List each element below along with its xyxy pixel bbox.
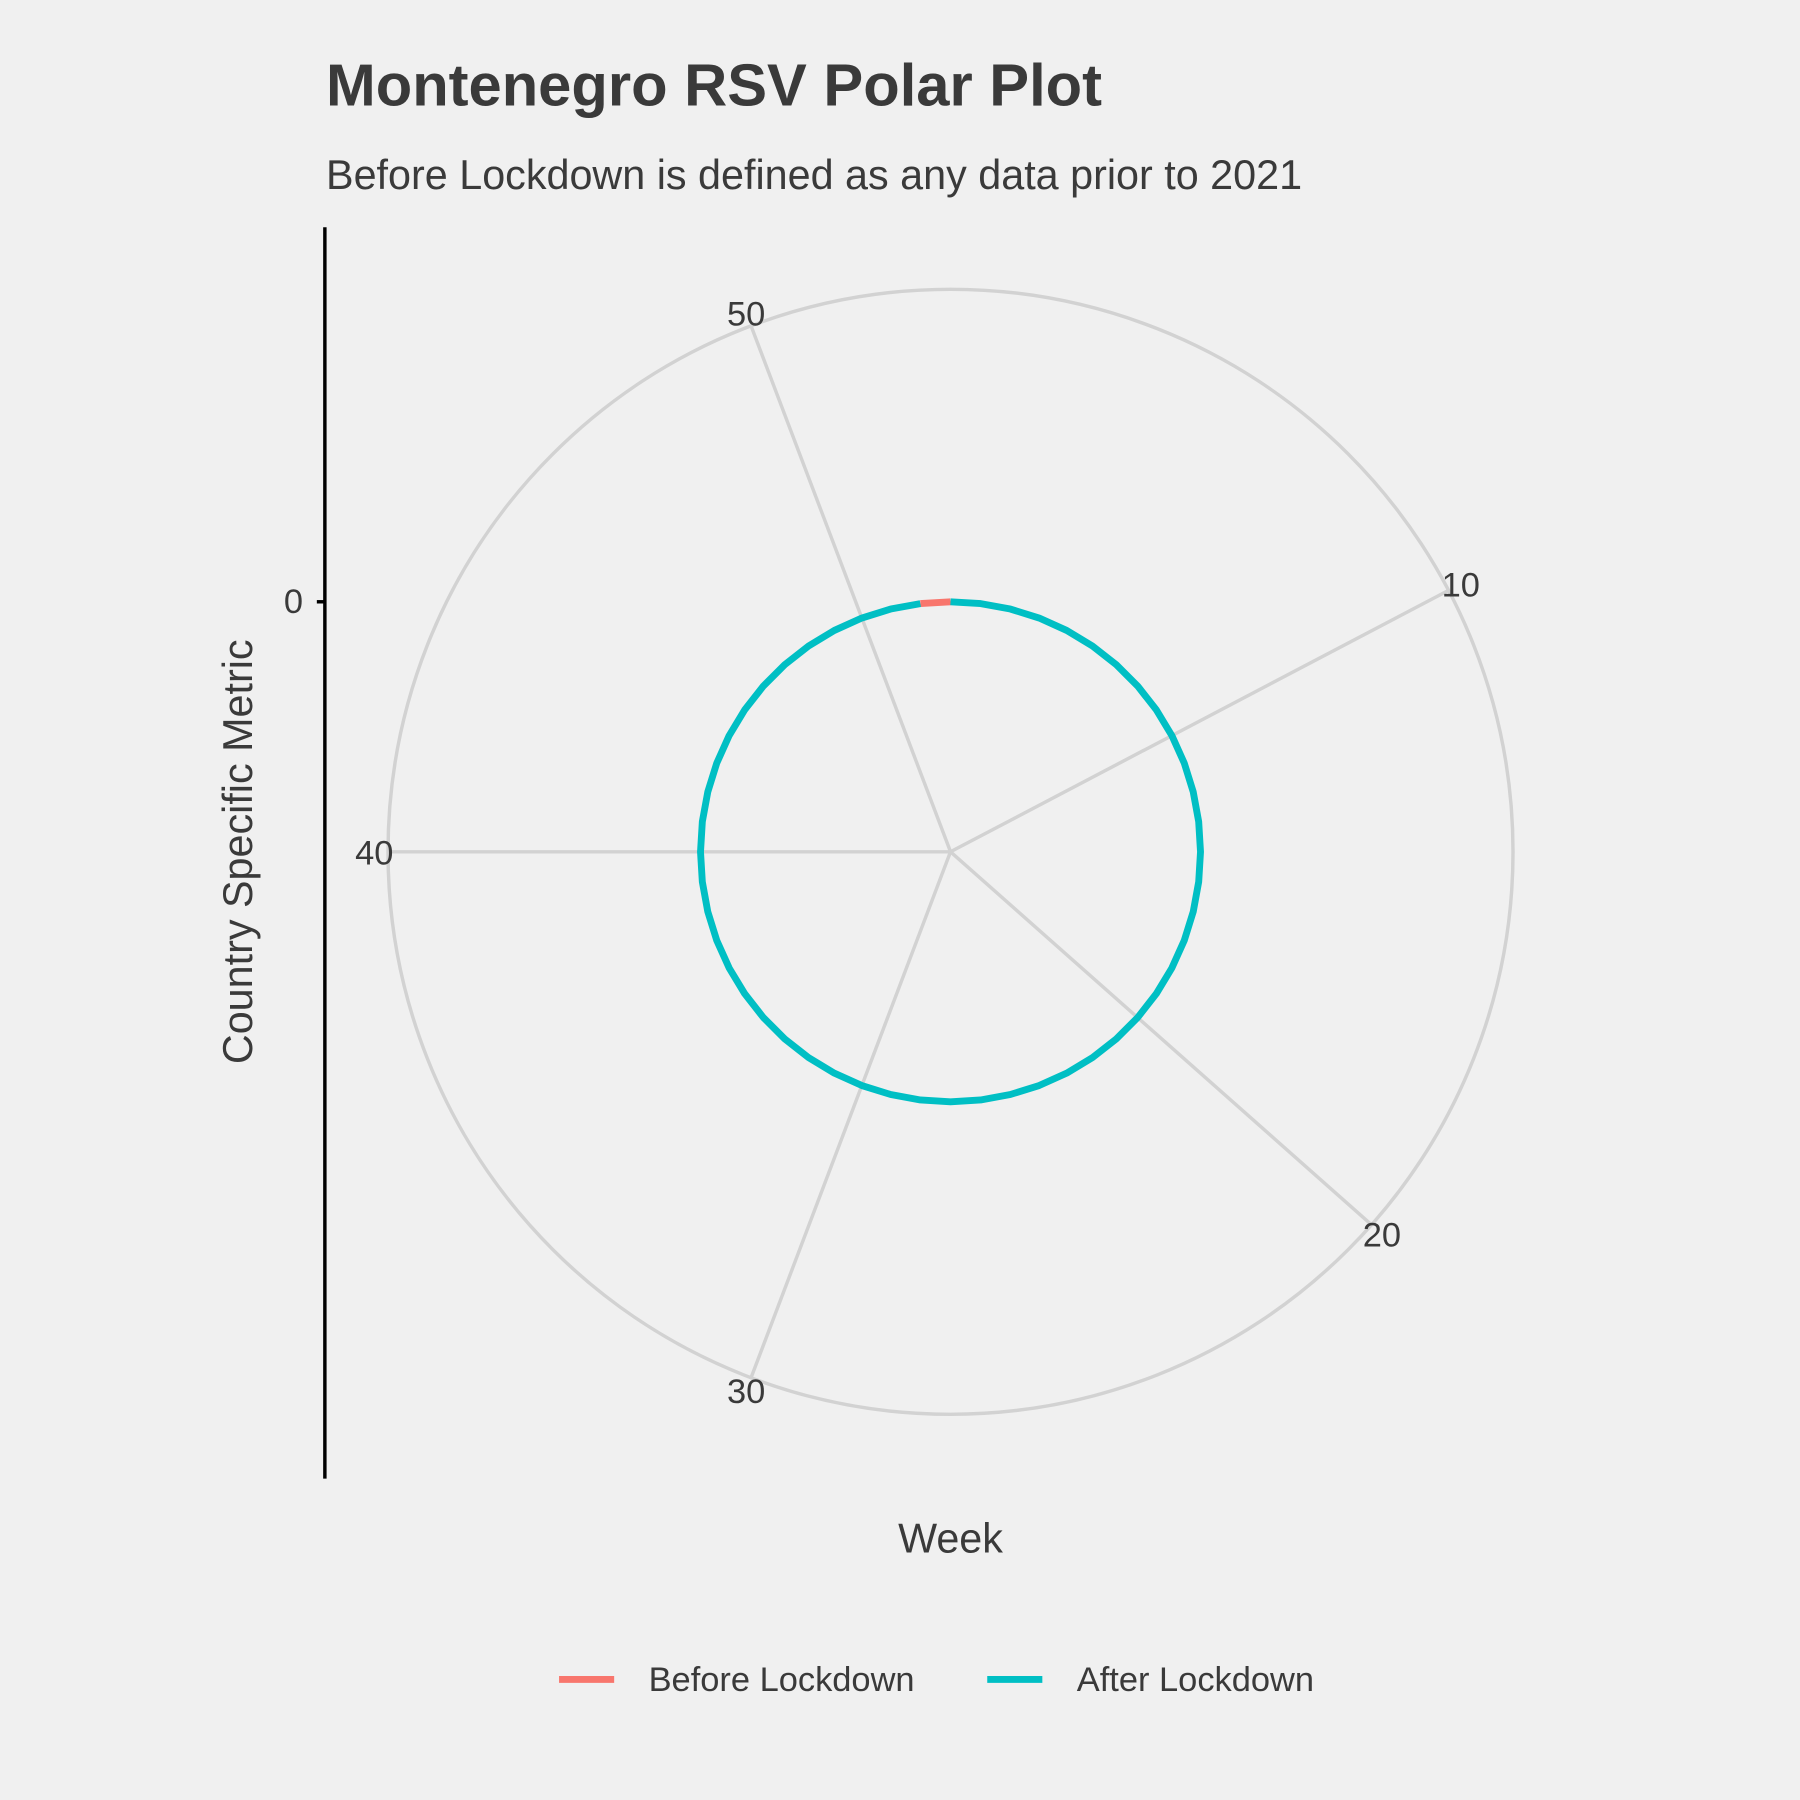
legend-label: Before Lockdown: [649, 1661, 915, 1699]
x-tick-label: 50: [727, 295, 765, 333]
grid-spoke: [949, 588, 1450, 854]
chart-subtitle: Before Lockdown is defined as any data p…: [326, 152, 1302, 198]
chart-title: Montenegro RSV Polar Plot: [326, 51, 1102, 118]
legend-label: After Lockdown: [1077, 1661, 1314, 1699]
series-line: [920, 598, 951, 608]
grid-spoke: [949, 850, 1373, 1227]
x-tick-label: 10: [1442, 567, 1480, 605]
grid-spoke: [749, 325, 953, 853]
x-tick-label: 20: [1363, 1216, 1401, 1254]
series-line: [697, 598, 1204, 1106]
y-tick-label: 0: [284, 583, 303, 621]
x-tick-label: 30: [727, 1373, 765, 1411]
x-axis-label: Week: [898, 1516, 1003, 1562]
y-axis-label: Country Specific Metric: [215, 639, 261, 1064]
x-tick-label: 40: [355, 834, 393, 872]
grid-spoke: [749, 851, 953, 1379]
